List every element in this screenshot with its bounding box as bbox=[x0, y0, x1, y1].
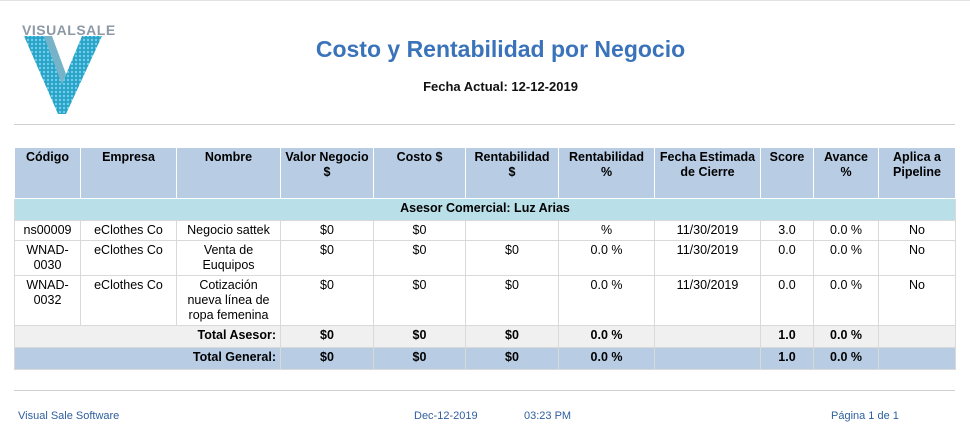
footer-divider bbox=[14, 390, 955, 391]
logo-text: VISUALSALE bbox=[22, 22, 116, 38]
cell-nombre: Negocio sattek bbox=[176, 220, 281, 241]
report-title: Costo y Rentabilidad por Negocio bbox=[315, 36, 686, 62]
table-row: WNAD-0030 eClothes Co Venta de Euquipos … bbox=[14, 240, 956, 276]
cell-valor: $0 bbox=[280, 240, 374, 276]
col-header-rent-usd: Rentabilidad $ bbox=[465, 147, 559, 199]
total-rent-usd: $0 bbox=[465, 347, 559, 370]
total-avance: 0.0 % bbox=[813, 347, 879, 370]
cell-costo: $0 bbox=[373, 240, 466, 276]
total-valor: $0 bbox=[280, 347, 374, 370]
total-row: Total General: $0 $0 $0 0.0 % 1.0 0.0 % bbox=[14, 347, 956, 370]
cell-rent-usd: $0 bbox=[465, 275, 559, 326]
cell-pipeline: No bbox=[878, 275, 956, 326]
footer-date: Dec-12-2019 bbox=[414, 410, 478, 422]
top-border bbox=[0, 0, 970, 1]
footer-page-number: Página 1 de 1 bbox=[831, 410, 899, 422]
cell-score: 0.0 bbox=[760, 275, 814, 326]
col-header-score: Score bbox=[760, 147, 814, 199]
cell-empresa: eClothes Co bbox=[80, 275, 177, 326]
cell-avance: 0.0 % bbox=[813, 240, 879, 276]
cell-pipeline: No bbox=[878, 220, 956, 241]
col-header-rent-pct: Rentabilidad % bbox=[558, 147, 655, 199]
cell-avance: 0.0 % bbox=[813, 220, 879, 241]
cell-codigo: ns00009 bbox=[14, 220, 81, 241]
footer-company: Visual Sale Software bbox=[18, 410, 120, 422]
total-label: Total General: bbox=[14, 347, 281, 370]
subtotal-row: Total Asesor: $0 $0 $0 0.0 % 1.0 0.0 % bbox=[14, 325, 956, 348]
report-table: Código Empresa Nombre Valor Negocio $ Co… bbox=[14, 147, 956, 370]
subtotal-rent-pct: 0.0 % bbox=[558, 325, 655, 348]
subtotal-score: 1.0 bbox=[760, 325, 814, 348]
subtotal-avance: 0.0 % bbox=[813, 325, 879, 348]
cell-rent-pct: 0.0 % bbox=[558, 275, 655, 326]
current-date: Fecha Actual: 12-12-2019 bbox=[423, 79, 578, 94]
subtotal-pipeline bbox=[878, 325, 956, 348]
subtotal-fecha bbox=[654, 325, 761, 348]
cell-nombre: Venta de Euquipos bbox=[176, 240, 281, 276]
col-header-fecha: Fecha Estimada de Cierre bbox=[654, 147, 761, 199]
cell-fecha: 11/30/2019 bbox=[654, 240, 761, 276]
col-header-empresa: Empresa bbox=[80, 147, 177, 199]
visualsale-logo: VISUALSALE bbox=[22, 22, 116, 116]
cell-costo: $0 bbox=[373, 220, 466, 241]
total-pipeline bbox=[878, 347, 956, 370]
footer-time: 03:23 PM bbox=[524, 410, 572, 422]
cell-rent-usd: $0 bbox=[465, 240, 559, 276]
cell-pipeline: No bbox=[878, 240, 956, 276]
col-header-avance: Avance % bbox=[813, 147, 879, 199]
group-row: Asesor Comercial: Luz Arias bbox=[14, 198, 956, 221]
cell-valor: $0 bbox=[280, 220, 374, 241]
total-fecha bbox=[654, 347, 761, 370]
col-header-nombre: Nombre bbox=[176, 147, 281, 199]
cell-fecha: 11/30/2019 bbox=[654, 275, 761, 326]
cell-score: 3.0 bbox=[760, 220, 814, 241]
col-header-costo: Costo $ bbox=[373, 147, 466, 199]
group-label: Asesor Comercial: Luz Arias bbox=[14, 198, 956, 221]
col-header-pipeline: Aplica a Pipeline bbox=[878, 147, 956, 199]
cell-nombre: Cotización nueva línea de ropa femenina bbox=[176, 275, 281, 326]
subtotal-valor: $0 bbox=[280, 325, 374, 348]
logo-v-icon bbox=[24, 36, 102, 114]
cell-costo: $0 bbox=[373, 275, 466, 326]
cell-rent-pct: % bbox=[558, 220, 655, 241]
table-header-row: Código Empresa Nombre Valor Negocio $ Co… bbox=[14, 147, 956, 199]
col-header-codigo: Código bbox=[14, 147, 81, 199]
subtotal-rent-usd: $0 bbox=[465, 325, 559, 348]
subtotal-label: Total Asesor: bbox=[14, 325, 281, 348]
total-score: 1.0 bbox=[760, 347, 814, 370]
col-header-valor: Valor Negocio $ bbox=[280, 147, 374, 199]
cell-empresa: eClothes Co bbox=[80, 220, 177, 241]
total-rent-pct: 0.0 % bbox=[558, 347, 655, 370]
table-row: WNAD-0032 eClothes Co Cotización nueva l… bbox=[14, 275, 956, 326]
table-row: ns00009 eClothes Co Negocio sattek $0 $0… bbox=[14, 220, 956, 241]
cell-rent-usd bbox=[465, 220, 559, 241]
cell-score: 0.0 bbox=[760, 240, 814, 276]
cell-avance: 0.0 % bbox=[813, 275, 879, 326]
cell-codigo: WNAD-0030 bbox=[14, 240, 81, 276]
header-divider bbox=[14, 124, 955, 125]
subtotal-costo: $0 bbox=[373, 325, 466, 348]
cell-empresa: eClothes Co bbox=[80, 240, 177, 276]
total-costo: $0 bbox=[373, 347, 466, 370]
cell-codigo: WNAD-0032 bbox=[14, 275, 81, 326]
cell-valor: $0 bbox=[280, 275, 374, 326]
cell-fecha: 11/30/2019 bbox=[654, 220, 761, 241]
cell-rent-pct: 0.0 % bbox=[558, 240, 655, 276]
